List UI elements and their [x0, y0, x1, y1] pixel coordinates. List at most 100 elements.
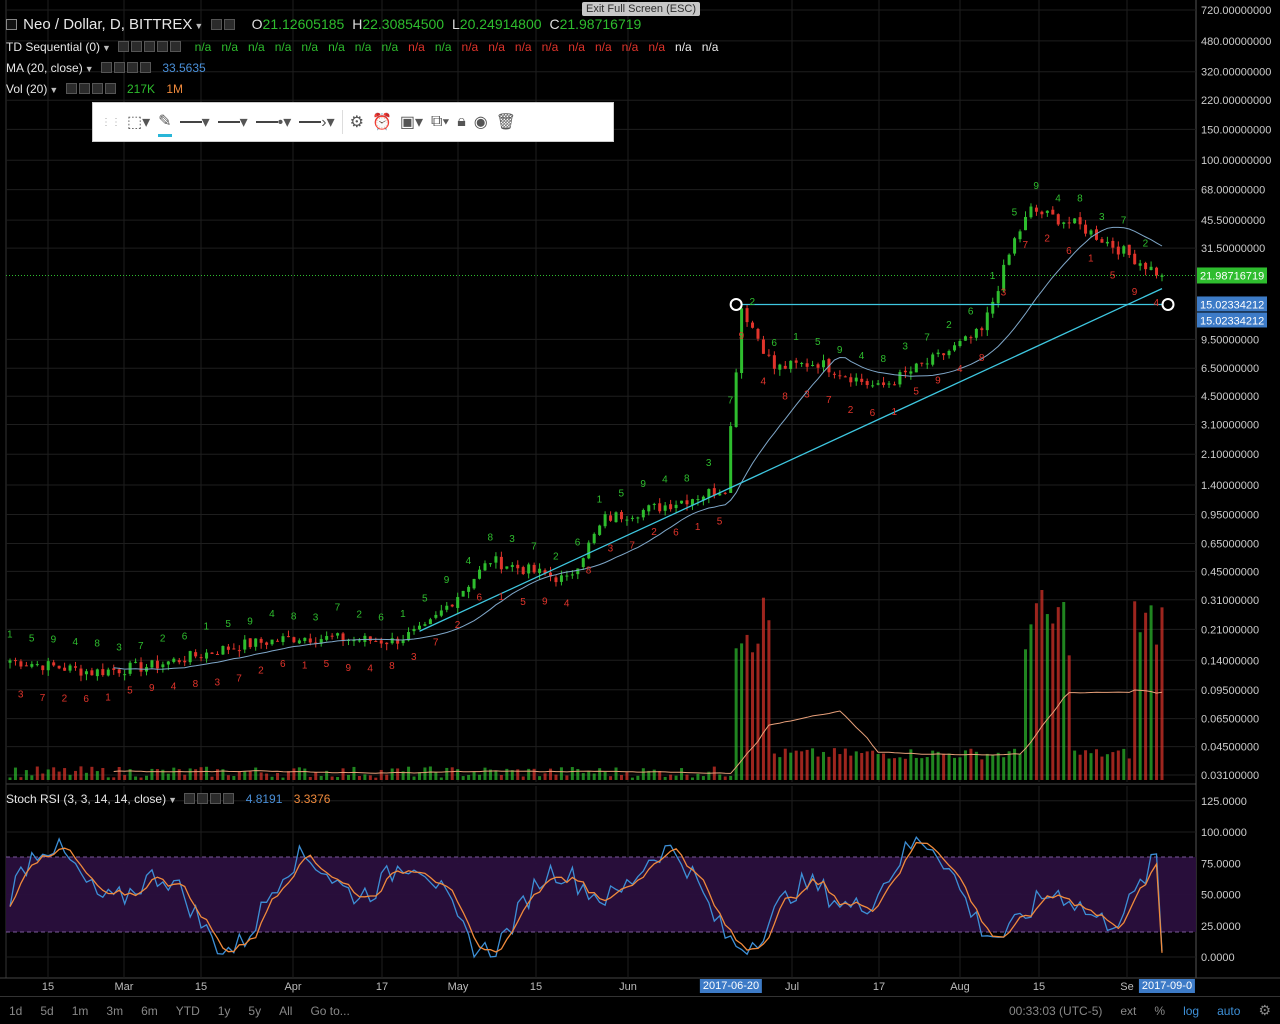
settings-mini-icon[interactable] — [197, 793, 209, 804]
add-mini-icon[interactable] — [157, 41, 169, 52]
volume-bar — [35, 766, 39, 780]
stoch-rsi-label[interactable]: Stoch RSI (3, 3, 14, 14, close) — [6, 792, 167, 806]
settings-mini-icon[interactable] — [113, 62, 125, 73]
add-mini-icon[interactable] — [210, 793, 222, 804]
range-button-3m[interactable]: 3m — [106, 1003, 124, 1018]
line-width-icon[interactable]: ▾ — [217, 107, 248, 137]
candle-body — [1116, 246, 1120, 255]
eye-icon[interactable]: ◉ — [473, 114, 488, 131]
source-mini-icon[interactable] — [144, 41, 156, 52]
chevron-down-icon[interactable]: ▼ — [168, 795, 177, 805]
stoch-tick-label: 125.0000 — [1201, 796, 1247, 808]
candle-body — [210, 652, 214, 654]
volume-bar — [456, 769, 460, 780]
ma-value: 33.5635 — [162, 61, 206, 75]
visual-order-icon[interactable]: ▣▾ — [399, 114, 424, 131]
chevron-down-icon[interactable]: ▼ — [194, 21, 204, 31]
clone-icon[interactable]: ⧉▾ — [431, 113, 450, 130]
volume-bar — [865, 751, 869, 780]
symbol-label[interactable]: Neo / Dollar, D, BITTREX — [23, 16, 193, 33]
goto-button[interactable]: Go to... — [310, 1003, 350, 1018]
close-mini-icon[interactable] — [139, 62, 151, 73]
candle-body — [658, 503, 662, 512]
close-mini-icon[interactable] — [223, 793, 235, 804]
td-count: 9 — [444, 575, 450, 586]
volume-bar — [570, 767, 574, 780]
eye-mini-icon[interactable] — [184, 793, 196, 804]
volume-bar — [467, 774, 471, 780]
volume-bar — [903, 758, 907, 780]
drag-handle-icon[interactable]: ⋮⋮ — [101, 116, 121, 128]
settings-mini-icon[interactable] — [211, 19, 223, 30]
percent-toggle[interactable]: % — [1154, 1003, 1166, 1018]
candle-body — [843, 376, 847, 378]
trash-icon[interactable]: 🗑︎ — [495, 114, 516, 131]
td-count: 3 — [1099, 212, 1105, 223]
line-color-icon[interactable]: ▾ — [179, 107, 210, 137]
candle-body — [341, 633, 345, 642]
volume-bar — [849, 755, 853, 780]
line-style-icon[interactable]: •▾ — [255, 107, 291, 137]
td-count: 5 — [913, 386, 919, 397]
exit-fullscreen-button[interactable]: Exit Full Screen (ESC) — [582, 2, 701, 16]
log-toggle[interactable]: log — [1183, 1003, 1200, 1018]
select-template-icon[interactable]: ⬚▾ — [127, 114, 151, 131]
date-axis[interactable]: 15 Mar 15 Apr 17 May 15 Jun Jul 17 Aug 15 Se 2017-06-… — [0, 978, 1196, 996]
line-end-icon[interactable]: ›▾ — [299, 107, 335, 137]
gear-icon[interactable]: ⚙ — [349, 114, 364, 131]
settings-mini-icon[interactable] — [131, 41, 143, 52]
td-value: n/a — [381, 40, 399, 54]
close-mini-icon[interactable] — [104, 83, 116, 94]
settings-mini-icon[interactable] — [78, 83, 90, 94]
alert-icon[interactable]: ⏰ — [371, 114, 392, 131]
volume-bar — [396, 768, 400, 780]
range-button-1m[interactable]: 1m — [71, 1003, 89, 1018]
candle-body — [734, 372, 738, 428]
clock-label[interactable]: 00:33:03 (UTC-5) — [1009, 1003, 1103, 1018]
volume-bar — [838, 754, 842, 780]
candle-body — [1007, 254, 1011, 265]
candle-body — [532, 564, 536, 573]
range-button-ytd[interactable]: YTD — [175, 1003, 200, 1018]
stoch-d-value: 3.3376 — [293, 792, 331, 806]
range-button-5y[interactable]: 5y — [248, 1003, 262, 1018]
add-mini-icon[interactable] — [126, 62, 138, 73]
eye-mini-icon[interactable] — [118, 41, 130, 52]
td-count: 4 — [564, 598, 570, 609]
range-button-6m[interactable]: 6m — [141, 1003, 158, 1018]
chevron-down-icon[interactable]: ▼ — [84, 64, 94, 74]
td-sequential-label[interactable]: TD Sequential (0) — [6, 40, 101, 54]
close-mini-icon[interactable] — [170, 41, 182, 52]
auto-toggle[interactable]: auto — [1217, 1003, 1241, 1018]
td-value: n/a — [221, 40, 239, 54]
chevron-down-icon[interactable]: ▼ — [49, 85, 59, 95]
td-count: 6 — [378, 613, 384, 624]
candle-body — [712, 488, 716, 496]
ext-toggle[interactable]: ext — [1120, 1003, 1137, 1018]
volume-label[interactable]: Vol (20) — [6, 82, 48, 96]
candle-body — [1067, 222, 1071, 224]
eye-mini-icon[interactable] — [65, 83, 77, 94]
range-button-1y[interactable]: 1y — [217, 1003, 231, 1018]
td-count: 4 — [760, 377, 766, 388]
volume-bar — [953, 757, 957, 780]
volume-bar — [887, 758, 891, 780]
range-button-5d[interactable]: 5d — [40, 1003, 54, 1018]
line-price-label: 15.02334212 — [1200, 315, 1264, 327]
gear-icon[interactable]: ⚙ — [1258, 1002, 1271, 1018]
eye-mini-icon[interactable] — [100, 62, 112, 73]
range-button-all[interactable]: All — [279, 1003, 293, 1018]
add-mini-icon[interactable] — [91, 83, 103, 94]
collapse-icon[interactable] — [6, 19, 17, 30]
chevron-down-icon[interactable]: ▼ — [102, 43, 111, 53]
pen-icon[interactable]: ✎ — [158, 107, 172, 137]
price-tick-label: 68.00000000 — [1201, 185, 1265, 197]
range-button-1d[interactable]: 1d — [9, 1003, 23, 1018]
hide-mini-icon[interactable] — [224, 19, 236, 30]
volume-bar — [226, 775, 230, 780]
lock-icon[interactable]: 🔒︎ — [457, 113, 466, 130]
volume-bar — [827, 756, 831, 780]
ma-label[interactable]: MA (20, close) — [6, 61, 83, 75]
volume-bar — [1007, 751, 1011, 780]
